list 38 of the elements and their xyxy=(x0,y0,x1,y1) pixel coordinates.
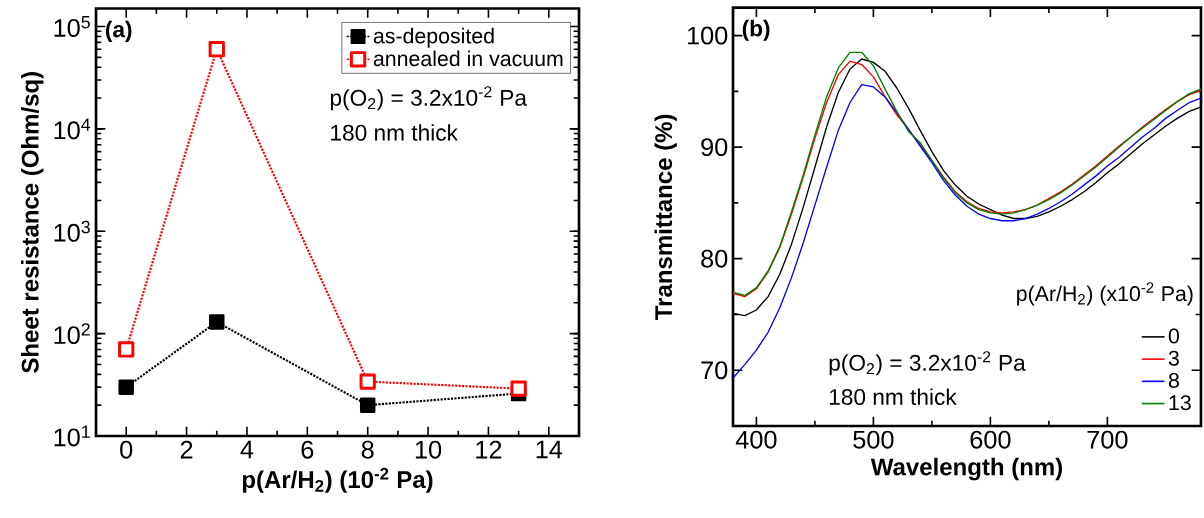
y-tick-label: 10$^{2}$ xyxy=(54,323,90,345)
x-tick-label: 8 xyxy=(361,440,374,459)
y-tick-label: 80 xyxy=(701,249,728,268)
x-tick-label: 600 xyxy=(970,430,1011,449)
y-tick-label: 90 xyxy=(701,138,728,157)
legend-label: as-deposited xyxy=(373,27,494,48)
legend-label: annealed in vacuum xyxy=(373,50,563,67)
annotation: p(O$_{2}$) = 3.2x10$^{-2}$ Pa xyxy=(330,86,527,111)
x-tick-label: 6 xyxy=(301,440,314,459)
y-axis-title: Transmittance (%) xyxy=(654,114,677,320)
y-tick-label: 10$^{1}$ xyxy=(54,425,90,447)
x-tick-label: 0 xyxy=(120,440,133,459)
x-tick-label: 2 xyxy=(180,440,193,459)
x-axis-title: Wavelength (nm) xyxy=(870,457,1062,481)
y-tick-label: 70 xyxy=(701,361,728,380)
x-tick-label: 14 xyxy=(536,440,563,459)
x-tick-label: 500 xyxy=(853,430,894,449)
annotation: (a) xyxy=(105,20,132,42)
legend-label: 3 xyxy=(1168,350,1179,366)
y-tick-label: 10$^{3}$ xyxy=(54,220,90,242)
annotation: p(O$_{2}$) = 3.2x10$^{-2}$ Pa xyxy=(829,351,1026,376)
legend-label: 8 xyxy=(1168,372,1179,388)
y-tick-label: 100 xyxy=(687,26,728,45)
y-axis-title: Sheet resistance (Ohm/sq) xyxy=(21,72,44,373)
x-tick-label: 10 xyxy=(415,440,442,459)
legend-title: p(Ar/H$_{2}$) (x10$^{-2}$ Pa) xyxy=(1017,282,1193,306)
legend-label: 0 xyxy=(1168,328,1179,344)
x-tick-label: 700 xyxy=(1087,430,1128,449)
x-tick-label: 12 xyxy=(476,440,502,459)
y-tick-label: 10$^{4}$ xyxy=(54,118,91,140)
x-tick-label: 400 xyxy=(735,430,777,449)
annotation: (b) xyxy=(742,19,770,41)
x-tick-label: 4 xyxy=(240,440,254,459)
annotation: 180 nm thick xyxy=(331,124,458,141)
y-tick-label: 10$^{5}$ xyxy=(54,16,90,37)
annotation: 180 nm thick xyxy=(829,388,957,406)
legend-label: 13 xyxy=(1169,395,1191,411)
x-axis-title: p(Ar/H$_{2}$) (10$^{-2}$ Pa) xyxy=(242,467,433,493)
